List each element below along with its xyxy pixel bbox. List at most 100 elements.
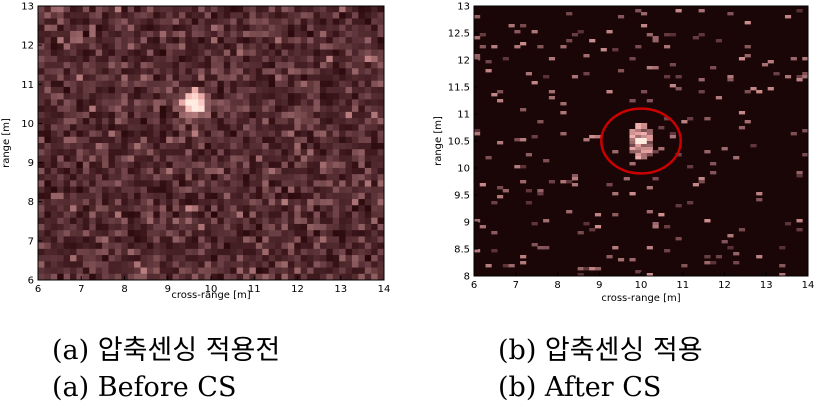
y-tick-label: 10.5 — [448, 137, 470, 148]
heatmap-cell — [127, 236, 135, 244]
heatmap-cell — [38, 230, 45, 237]
heatmap-cell — [635, 147, 642, 151]
heatmap-cell — [313, 143, 321, 150]
heatmap-cell — [82, 74, 90, 82]
heatmap-cell — [191, 230, 199, 237]
panel-b-x-ticks: 6 7 8 9 10 11 12 13 14 — [471, 272, 814, 291]
heatmap-cell — [89, 161, 97, 169]
heatmap-cell — [102, 242, 109, 250]
heatmap-cell — [629, 141, 636, 145]
heatmap-cell — [294, 124, 302, 131]
heatmap-cell — [767, 87, 774, 91]
heatmap-cell — [185, 111, 193, 119]
heatmap-cell — [172, 223, 180, 231]
heatmap-cell — [166, 143, 173, 150]
heatmap-cell — [230, 167, 238, 175]
heatmap-cell — [223, 55, 231, 63]
heatmap-cell — [134, 248, 141, 256]
heatmap-cell — [102, 155, 109, 163]
heatmap-cell — [89, 211, 97, 219]
heatmap-cell — [140, 86, 148, 94]
heatmap-cell — [172, 186, 180, 194]
heatmap-cell — [102, 124, 109, 131]
heatmap-cell — [159, 62, 167, 69]
heatmap-cell — [358, 261, 366, 268]
heatmap-cell — [294, 37, 302, 44]
heatmap-cell — [756, 255, 763, 259]
heatmap-cell — [50, 155, 58, 163]
heatmap-cell — [371, 223, 378, 231]
heatmap-cell — [63, 93, 71, 100]
heatmap-cell — [50, 199, 58, 206]
heatmap-cell — [140, 230, 148, 237]
heatmap-cell — [114, 230, 122, 237]
heatmap-cell — [50, 118, 58, 125]
heatmap-cell — [89, 30, 97, 38]
heatmap-cell — [50, 12, 58, 19]
heatmap-cell — [76, 255, 84, 262]
heatmap-cell — [339, 211, 346, 219]
heatmap-cell — [287, 149, 295, 156]
heatmap-cell — [178, 62, 186, 69]
heatmap-cell — [313, 199, 321, 206]
heatmap-cell — [153, 155, 161, 163]
heatmap-cell — [294, 255, 302, 262]
heatmap-cell — [114, 248, 122, 256]
heatmap-cell — [262, 217, 270, 225]
heatmap-cell — [146, 55, 154, 63]
heatmap-cell — [358, 236, 366, 244]
heatmap-cell — [63, 130, 71, 138]
heatmap-cell — [262, 155, 270, 163]
heatmap-cell — [351, 62, 359, 69]
heatmap-cell — [313, 62, 321, 69]
heatmap-cell — [236, 155, 244, 163]
heatmap-cell — [307, 74, 314, 82]
heatmap-cell — [70, 74, 77, 82]
heatmap-cell — [664, 45, 671, 49]
heatmap-cell — [307, 186, 314, 194]
heatmap-cell — [319, 68, 327, 75]
heatmap-cell — [255, 62, 263, 69]
heatmap-cell — [230, 86, 238, 94]
heatmap-cell — [339, 124, 346, 131]
heatmap-cell — [520, 138, 527, 142]
heatmap-cell — [230, 174, 238, 181]
heatmap-cell — [243, 242, 250, 250]
heatmap-cell — [121, 186, 129, 194]
heatmap-cell — [332, 24, 340, 32]
heatmap-cell — [217, 80, 225, 88]
heatmap-cell — [474, 54, 481, 58]
heatmap-cell — [185, 80, 193, 88]
heatmap-cell — [82, 18, 90, 26]
heatmap-cell — [159, 24, 167, 32]
heatmap-cell — [249, 261, 257, 268]
heatmap-cell — [351, 236, 359, 244]
heatmap-cell — [281, 211, 289, 219]
heatmap-cell — [127, 93, 135, 100]
heatmap-cell — [364, 130, 372, 138]
heatmap-cell — [520, 180, 527, 184]
heatmap-cell — [268, 205, 276, 212]
y-tick-label: 9 — [464, 218, 470, 229]
heatmap-cell — [211, 24, 218, 32]
heatmap-cell — [95, 236, 103, 244]
heatmap-cell — [358, 68, 366, 75]
heatmap-cell — [635, 126, 642, 130]
heatmap-cell — [358, 192, 366, 200]
heatmap-cell — [262, 68, 270, 75]
heatmap-cell — [134, 186, 141, 194]
heatmap-cell — [351, 261, 359, 268]
heatmap-cell — [313, 99, 321, 107]
heatmap-cell — [166, 255, 173, 262]
heatmap-cell — [796, 78, 803, 82]
heatmap-cell — [249, 86, 257, 94]
heatmap-cell — [166, 49, 173, 57]
heatmap-cell — [204, 143, 212, 150]
heatmap-cell — [294, 217, 302, 225]
heatmap-cell — [243, 211, 250, 219]
y-tick-label: 8.5 — [454, 245, 470, 256]
heatmap-cell — [364, 199, 372, 206]
heatmap-cell — [108, 273, 116, 281]
heatmap-cell — [63, 37, 71, 44]
